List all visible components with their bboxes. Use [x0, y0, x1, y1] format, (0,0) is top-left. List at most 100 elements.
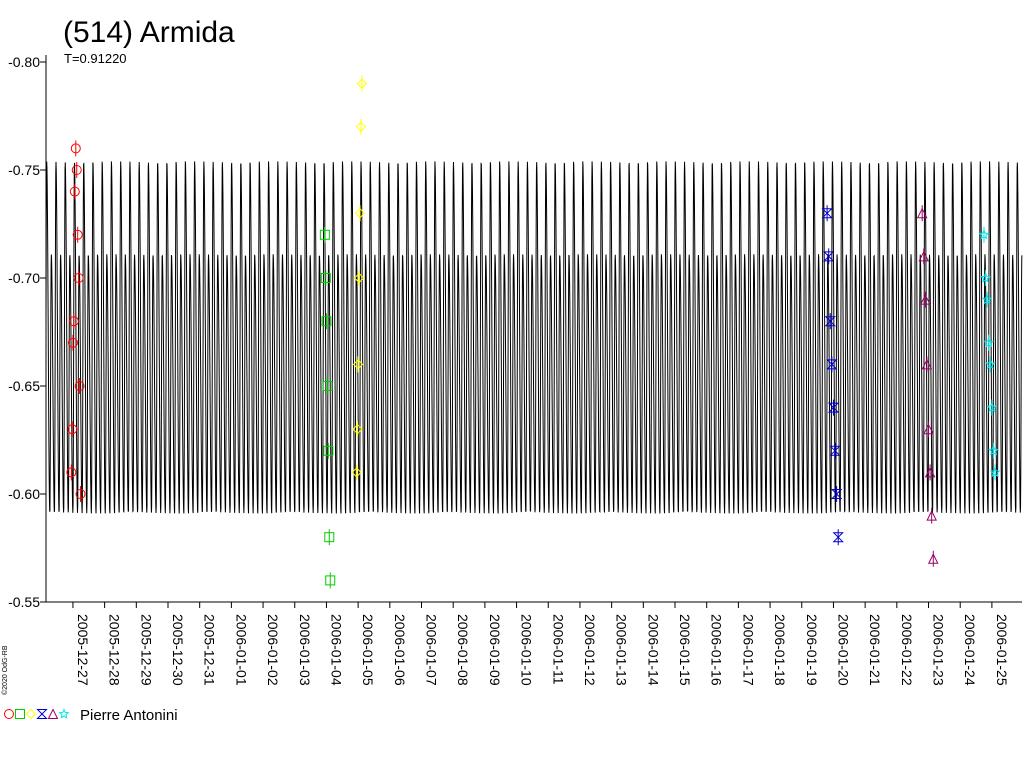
- x-tick-label: 2006-01-06: [392, 614, 408, 686]
- data-point: [921, 358, 933, 370]
- marker-shape: [920, 293, 931, 305]
- y-axis-ticks: -0.80 -0.75 -0.70 -0.65 -0.60 -0.55: [8, 54, 46, 610]
- marker-shape: [351, 467, 362, 478]
- marker-shape: [821, 208, 833, 219]
- data-point: [924, 466, 936, 478]
- legend-marker-star: [58, 708, 70, 719]
- marker-shape: [355, 121, 367, 133]
- data-point: [352, 359, 364, 370]
- model-curve-path: [45, 161, 1023, 514]
- y-tick-label: -0.80: [8, 54, 40, 70]
- data-point: [980, 272, 992, 283]
- marker-shape: [927, 553, 939, 564]
- data-point: [829, 445, 841, 456]
- marker-shape: [352, 359, 364, 370]
- data-point: [322, 381, 333, 391]
- y-tick-label: -0.70: [8, 270, 40, 286]
- data-point: [324, 532, 335, 543]
- marker-shape: [67, 337, 78, 348]
- marker-shape: [986, 401, 998, 413]
- data-point: [821, 208, 833, 219]
- data-point: [981, 293, 993, 305]
- data-point: [319, 229, 330, 240]
- data-point: [325, 575, 336, 586]
- x-tick-label: 2006-01-12: [582, 614, 598, 686]
- data-point: [989, 466, 1001, 478]
- marker-shape: [74, 381, 85, 391]
- marker-shape: [830, 489, 843, 499]
- data-point: [320, 273, 331, 283]
- x-tick-label: 2006-01-13: [614, 614, 630, 686]
- marker-shape: [822, 251, 835, 262]
- x-tick-label: 2006-01-07: [424, 614, 440, 686]
- marker-shape: [68, 316, 79, 327]
- y-tick-label: -0.60: [8, 486, 40, 502]
- y-tick-label: -0.55: [8, 594, 40, 610]
- x-tick-label: 2006-01-05: [360, 614, 376, 686]
- data-point: [824, 316, 836, 327]
- model-curve: [45, 161, 1023, 514]
- marker-shape: [926, 509, 937, 521]
- data-point: [983, 336, 995, 348]
- legend-marker-diamond: [25, 708, 37, 720]
- x-tick-label: 2006-01-11: [550, 614, 566, 685]
- y-tick-label: -0.65: [8, 378, 40, 394]
- marker-shape: [319, 229, 330, 240]
- x-tick-label: 2006-01-04: [328, 614, 344, 686]
- data-point: [323, 445, 334, 456]
- legend-marker-triangle: [47, 708, 59, 719]
- marker-shape: [924, 466, 936, 478]
- data-point: [822, 251, 835, 262]
- marker-shape: [827, 402, 840, 413]
- x-tick-label: 2006-01-20: [835, 614, 851, 686]
- data-point: [920, 293, 931, 305]
- marker-shape: [72, 229, 83, 240]
- marker-shape: [918, 250, 930, 262]
- x-tick-label: 2006-01-25: [994, 614, 1010, 686]
- x-tick-label: 2006-01-15: [677, 614, 693, 686]
- data-point: [832, 532, 844, 543]
- data-point: [923, 423, 934, 435]
- marker-shape: [320, 273, 331, 283]
- x-tick-label: 2006-01-10: [519, 614, 535, 686]
- marker-shape: [356, 78, 368, 89]
- marker-shape: [824, 316, 836, 327]
- x-tick-label: 2006-01-23: [931, 614, 947, 686]
- data-point: [352, 423, 363, 435]
- marker-shape: [73, 273, 84, 283]
- marker-shape: [70, 143, 81, 154]
- data-point: [984, 358, 996, 370]
- data-point: [67, 337, 78, 348]
- x-tick-label: 2006-01-02: [265, 614, 281, 686]
- marker-shape: [978, 228, 990, 240]
- legend-label: Pierre Antonini: [80, 707, 178, 724]
- marker-shape: [47, 708, 59, 719]
- marker-shape: [69, 186, 80, 197]
- legend-marker-hourglass: [36, 709, 48, 719]
- data-point: [70, 143, 81, 154]
- data-point: [73, 273, 84, 283]
- y-tick-label: -0.75: [8, 162, 40, 178]
- chart-title: (514) Armida: [63, 16, 235, 49]
- series-diamond: [351, 75, 368, 481]
- marker-shape: [984, 358, 996, 370]
- marker-shape: [981, 293, 993, 305]
- marker-shape: [832, 532, 844, 543]
- data-point: [69, 186, 80, 197]
- marker-shape: [324, 532, 335, 543]
- data-point: [978, 228, 990, 240]
- data-point: [72, 229, 83, 240]
- data-point: [826, 359, 838, 370]
- x-tick-label: 2005-12-30: [170, 614, 186, 686]
- marker-shape: [25, 708, 37, 720]
- marker-shape: [15, 709, 25, 719]
- x-tick-label: 2006-01-19: [804, 614, 820, 686]
- marker-shape: [4, 709, 14, 719]
- marker-shape: [987, 444, 999, 456]
- x-tick-label: 2006-01-09: [487, 614, 503, 686]
- data-point: [351, 467, 362, 478]
- series-hourglass: [821, 205, 844, 546]
- x-tick-label: 2006-01-03: [297, 614, 313, 686]
- x-tick-label: 2006-01-21: [867, 614, 883, 686]
